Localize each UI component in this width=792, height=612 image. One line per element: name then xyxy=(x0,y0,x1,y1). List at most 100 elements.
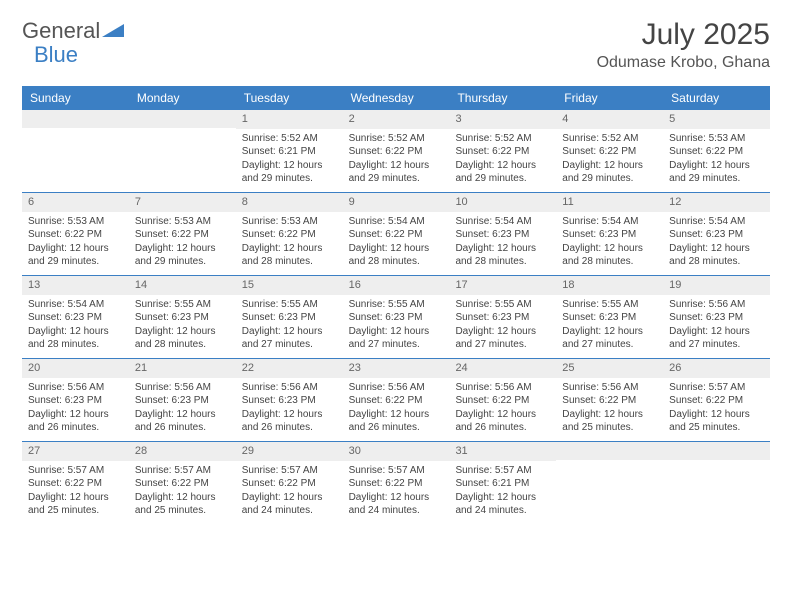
day-cell: 15Sunrise: 5:55 AMSunset: 6:23 PMDayligh… xyxy=(236,276,343,358)
day-cell: 30Sunrise: 5:57 AMSunset: 6:22 PMDayligh… xyxy=(343,442,450,524)
day-details: Sunrise: 5:57 AMSunset: 6:22 PMDaylight:… xyxy=(22,461,129,523)
day-details: Sunrise: 5:53 AMSunset: 6:22 PMDaylight:… xyxy=(236,212,343,274)
sunrise-line: Sunrise: 5:55 AM xyxy=(349,298,444,312)
sunset-line: Sunset: 6:23 PM xyxy=(242,311,337,325)
sunset-line: Sunset: 6:22 PM xyxy=(562,394,657,408)
day-header-thursday: Thursday xyxy=(449,86,556,110)
day-details: Sunrise: 5:56 AMSunset: 6:22 PMDaylight:… xyxy=(556,378,663,440)
daylight-line: Daylight: 12 hours and 29 minutes. xyxy=(242,159,337,186)
location: Odumase Krobo, Ghana xyxy=(597,54,770,72)
day-number: 28 xyxy=(129,442,236,461)
daylight-line: Daylight: 12 hours and 27 minutes. xyxy=(349,325,444,352)
daylight-line: Daylight: 12 hours and 24 minutes. xyxy=(455,491,550,518)
sunset-line: Sunset: 6:21 PM xyxy=(242,145,337,159)
sunrise-line: Sunrise: 5:57 AM xyxy=(669,381,764,395)
sunset-line: Sunset: 6:23 PM xyxy=(135,311,230,325)
sunset-line: Sunset: 6:22 PM xyxy=(28,228,123,242)
day-details: Sunrise: 5:53 AMSunset: 6:22 PMDaylight:… xyxy=(663,129,770,191)
logo-blue: Blue xyxy=(34,42,78,68)
day-number: 17 xyxy=(449,276,556,295)
day-cell: 22Sunrise: 5:56 AMSunset: 6:23 PMDayligh… xyxy=(236,359,343,441)
day-number: 24 xyxy=(449,359,556,378)
day-header-saturday: Saturday xyxy=(663,86,770,110)
day-number: 10 xyxy=(449,193,556,212)
sunset-line: Sunset: 6:22 PM xyxy=(562,145,657,159)
day-number: 5 xyxy=(663,110,770,129)
sunset-line: Sunset: 6:23 PM xyxy=(669,311,764,325)
daylight-line: Daylight: 12 hours and 27 minutes. xyxy=(669,325,764,352)
sunset-line: Sunset: 6:22 PM xyxy=(242,477,337,491)
logo-general: General xyxy=(22,18,100,44)
day-cell: 1Sunrise: 5:52 AMSunset: 6:21 PMDaylight… xyxy=(236,110,343,192)
day-cell: 10 Sunrise: 5:54 AMSunset: 6:23 PMDayligh… xyxy=(449,193,556,275)
day-details: Sunrise: 5:54 AMSunset: 6:23 PMDaylight:… xyxy=(663,212,770,274)
header: General July 2025 Odumase Krobo, Ghana xyxy=(22,18,770,72)
sunrise-line: Sunrise: 5:56 AM xyxy=(349,381,444,395)
day-cell: 14Sunrise: 5:55 AMSunset: 6:23 PMDayligh… xyxy=(129,276,236,358)
day-number: 9 xyxy=(343,193,450,212)
day-details: Sunrise: 5:57 AMSunset: 6:22 PMDaylight:… xyxy=(343,461,450,523)
day-number xyxy=(22,110,129,128)
sunrise-line: Sunrise: 5:54 AM xyxy=(455,215,550,229)
sunrise-line: Sunrise: 5:57 AM xyxy=(455,464,550,478)
daylight-line: Daylight: 12 hours and 26 minutes. xyxy=(135,408,230,435)
day-cell: 2Sunrise: 5:52 AMSunset: 6:22 PMDaylight… xyxy=(343,110,450,192)
day-details: Sunrise: 5:57 AMSunset: 6:22 PMDaylight:… xyxy=(236,461,343,523)
empty-cell xyxy=(22,110,129,192)
daylight-line: Daylight: 12 hours and 29 minutes. xyxy=(135,242,230,269)
day-number: 19 xyxy=(663,276,770,295)
daylight-line: Daylight: 12 hours and 25 minutes. xyxy=(28,491,123,518)
sunrise-line: Sunrise: 5:55 AM xyxy=(242,298,337,312)
daylight-line: Daylight: 12 hours and 29 minutes. xyxy=(669,159,764,186)
sunrise-line: Sunrise: 5:56 AM xyxy=(455,381,550,395)
title-block: July 2025 Odumase Krobo, Ghana xyxy=(597,18,770,72)
sunset-line: Sunset: 6:22 PM xyxy=(349,145,444,159)
daylight-line: Daylight: 12 hours and 25 minutes. xyxy=(135,491,230,518)
sunset-line: Sunset: 6:22 PM xyxy=(455,394,550,408)
sunset-line: Sunset: 6:23 PM xyxy=(349,311,444,325)
sunset-line: Sunset: 6:21 PM xyxy=(455,477,550,491)
sunrise-line: Sunrise: 5:53 AM xyxy=(242,215,337,229)
calendar: SundayMondayTuesdayWednesdayThursdayFrid… xyxy=(22,86,770,524)
day-cell: 19 Sunrise: 5:56 AMSunset: 6:23 PMDayligh… xyxy=(663,276,770,358)
day-cell: 31 Sunrise: 5:57 AMSunset: 6:21 PMDayligh… xyxy=(449,442,556,524)
day-details: Sunrise: 5:55 AMSunset: 6:23 PMDaylight:… xyxy=(236,295,343,357)
day-cell: 23Sunrise: 5:56 AMSunset: 6:22 PMDayligh… xyxy=(343,359,450,441)
day-number: 31 xyxy=(449,442,556,461)
day-cell: 11Sunrise: 5:54 AMSunset: 6:23 PMDayligh… xyxy=(556,193,663,275)
daylight-line: Daylight: 12 hours and 28 minutes. xyxy=(562,242,657,269)
day-cell: 21Sunrise: 5:56 AMSunset: 6:23 PMDayligh… xyxy=(129,359,236,441)
sunrise-line: Sunrise: 5:56 AM xyxy=(669,298,764,312)
sunset-line: Sunset: 6:23 PM xyxy=(455,228,550,242)
daylight-line: Daylight: 12 hours and 25 minutes. xyxy=(669,408,764,435)
sunset-line: Sunset: 6:22 PM xyxy=(669,145,764,159)
sunset-line: Sunset: 6:23 PM xyxy=(562,228,657,242)
day-cell: 25Sunrise: 5:56 AMSunset: 6:22 PMDayligh… xyxy=(556,359,663,441)
day-number: 20 xyxy=(22,359,129,378)
day-number xyxy=(556,442,663,460)
day-details: Sunrise: 5:54 AMSunset: 6:23 PMDaylight:… xyxy=(556,212,663,274)
day-cell: 5Sunrise: 5:53 AMSunset: 6:22 PMDaylight… xyxy=(663,110,770,192)
week-row: 20Sunrise: 5:56 AMSunset: 6:23 PMDayligh… xyxy=(22,359,770,442)
daylight-line: Daylight: 12 hours and 28 minutes. xyxy=(455,242,550,269)
sunset-line: Sunset: 6:22 PM xyxy=(135,477,230,491)
sunset-line: Sunset: 6:23 PM xyxy=(135,394,230,408)
sunset-line: Sunset: 6:22 PM xyxy=(28,477,123,491)
empty-cell xyxy=(129,110,236,192)
day-details: Sunrise: 5:52 AMSunset: 6:22 PMDaylight:… xyxy=(556,129,663,191)
sunset-line: Sunset: 6:23 PM xyxy=(455,311,550,325)
sunset-line: Sunset: 6:22 PM xyxy=(242,228,337,242)
month-title: July 2025 xyxy=(597,18,770,52)
sunrise-line: Sunrise: 5:54 AM xyxy=(349,215,444,229)
day-number: 21 xyxy=(129,359,236,378)
daylight-line: Daylight: 12 hours and 28 minutes. xyxy=(135,325,230,352)
day-cell: 20Sunrise: 5:56 AMSunset: 6:23 PMDayligh… xyxy=(22,359,129,441)
day-cell: 13Sunrise: 5:54 AMSunset: 6:23 PMDayligh… xyxy=(22,276,129,358)
sunrise-line: Sunrise: 5:52 AM xyxy=(455,132,550,146)
sunset-line: Sunset: 6:23 PM xyxy=(562,311,657,325)
day-details: Sunrise: 5:54 AMSunset: 6:22 PMDaylight:… xyxy=(343,212,450,274)
daylight-line: Daylight: 12 hours and 25 minutes. xyxy=(562,408,657,435)
sunrise-line: Sunrise: 5:57 AM xyxy=(349,464,444,478)
day-cell: 24Sunrise: 5:56 AMSunset: 6:22 PMDayligh… xyxy=(449,359,556,441)
daylight-line: Daylight: 12 hours and 28 minutes. xyxy=(349,242,444,269)
